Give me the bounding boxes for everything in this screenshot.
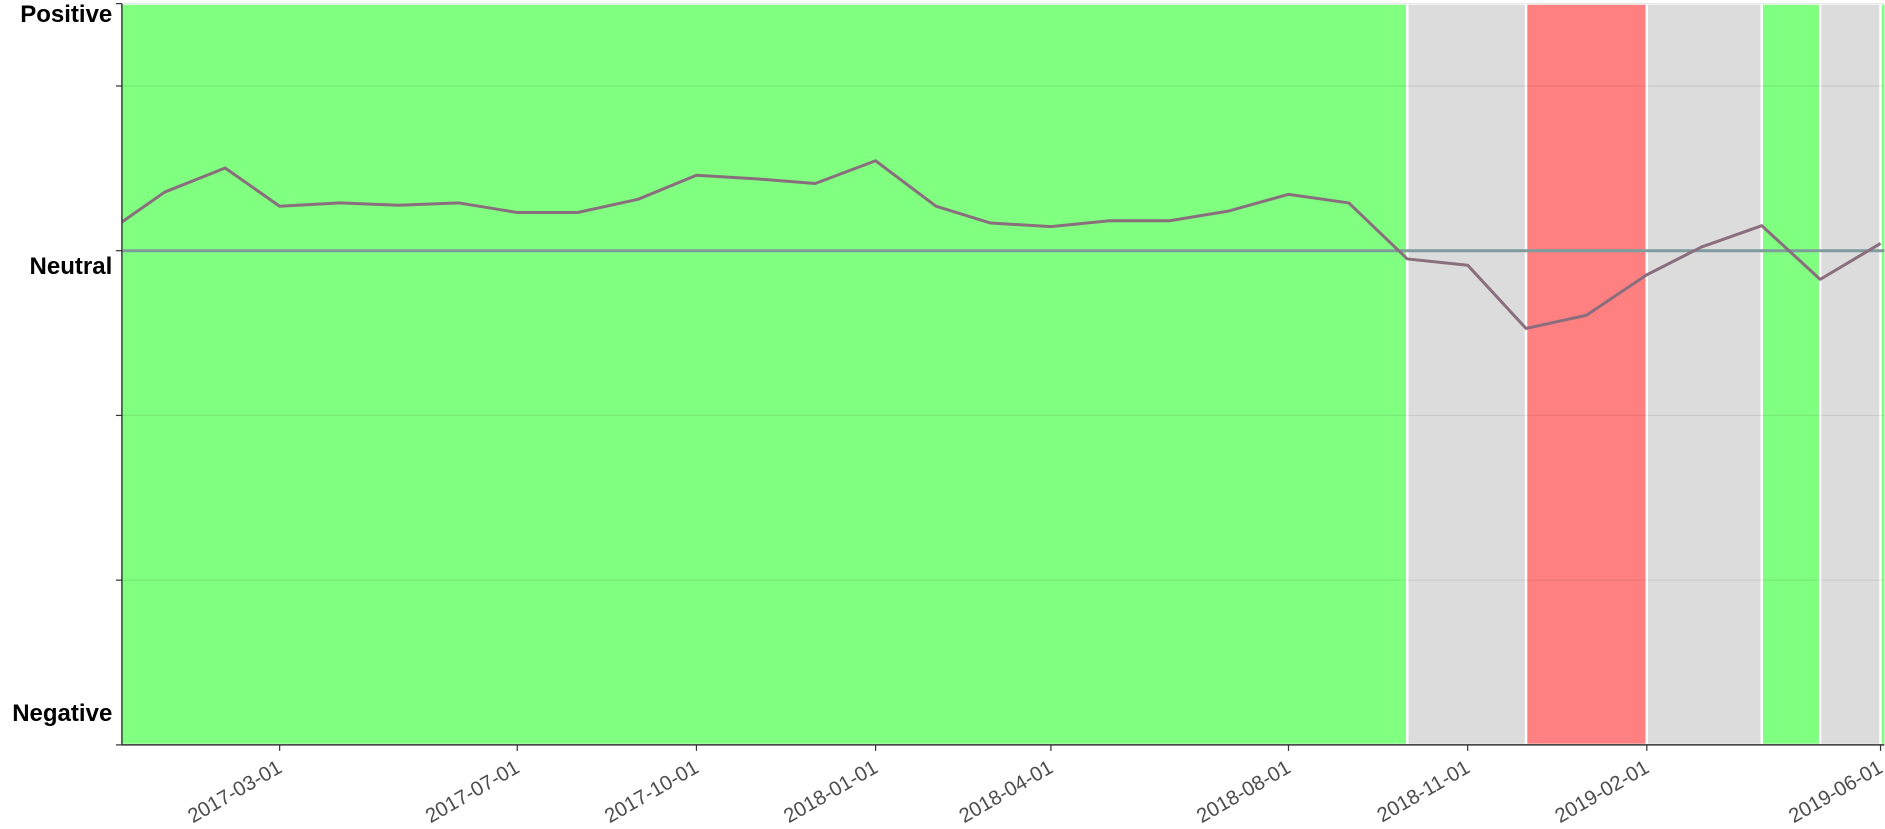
x-tick-label: 2017-10-01 (601, 757, 702, 828)
band (1406, 3, 1528, 745)
y-tick-label: Positive (20, 1, 112, 28)
band (1524, 3, 1649, 745)
x-tick-label: 2019-02-01 (1552, 757, 1653, 828)
line (121, 159, 1882, 330)
y-tick-label: Neutral (30, 253, 113, 280)
band (1818, 3, 1882, 745)
x-tick-label: 2017-07-01 (422, 757, 523, 828)
band (1645, 3, 1763, 745)
x-tick-label: 2018-01-01 (780, 757, 881, 828)
band (1760, 3, 1822, 745)
lines (121, 159, 1885, 330)
x-tick-label: 2018-04-01 (956, 757, 1057, 828)
x-tick-label: 2017-03-01 (184, 757, 285, 828)
y-tick-label: Negative (12, 700, 112, 727)
band (121, 3, 1409, 745)
x-tick-label: 2018-08-01 (1193, 757, 1294, 828)
x-tick-label: 2019-06-01 (1785, 757, 1885, 828)
band (1879, 3, 1885, 745)
x-tick-label: 2018-11-01 (1374, 757, 1474, 827)
bands (121, 3, 1885, 745)
